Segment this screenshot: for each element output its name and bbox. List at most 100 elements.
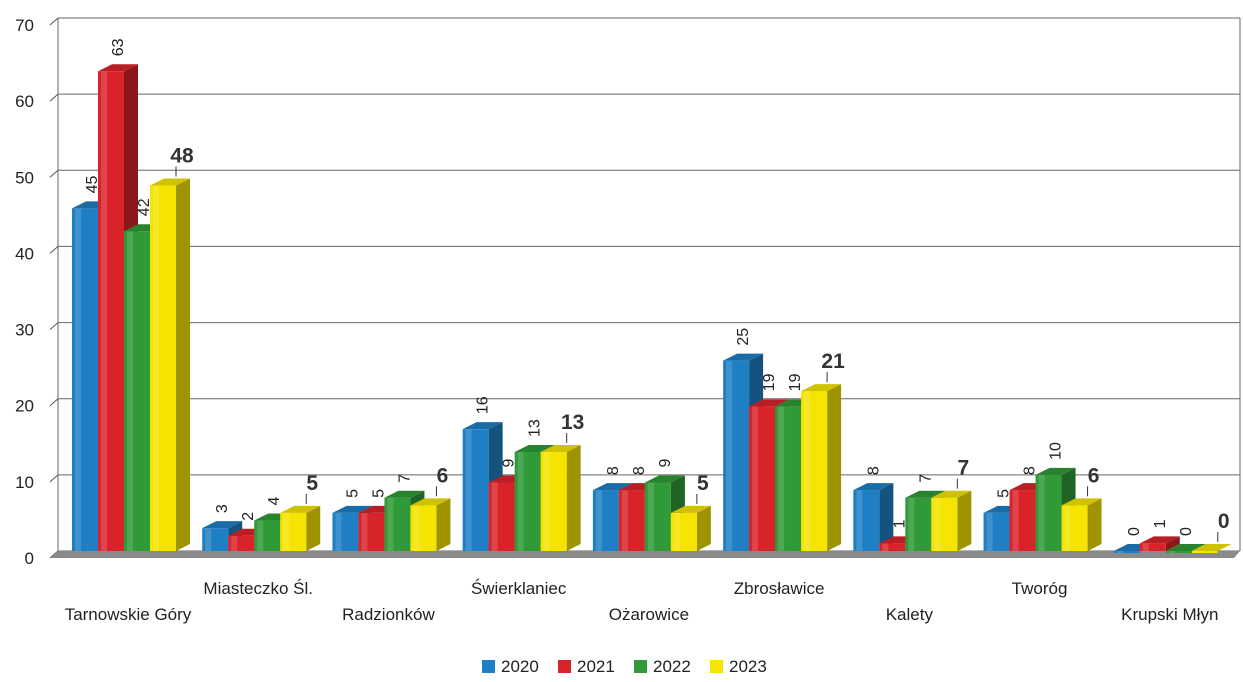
bar-highlight [257,520,264,551]
bar [801,384,842,551]
bar [540,445,581,551]
bar [1061,498,1102,551]
bar-highlight [127,231,133,551]
data-label: 10 [1048,442,1065,460]
bar-highlight [856,490,863,551]
bar-front [1139,543,1166,551]
bar-top [1061,498,1102,506]
y-tick-label: 40 [15,244,34,263]
bar-highlight [673,512,680,551]
bar-highlight [1038,474,1045,551]
legend-swatch [634,660,647,673]
data-label: 9 [501,458,518,467]
bar-highlight [778,406,785,551]
bar-side [696,505,711,551]
grid-line-side [49,93,59,102]
data-label: 21 [821,350,845,373]
legend: 2020 2021 2022 2023 [482,657,767,676]
data-label: 19 [787,373,804,391]
data-label: 13 [527,419,544,437]
data-label: 8 [865,466,882,475]
category-label: Tworóg [1012,579,1068,598]
bar [1139,536,1180,551]
bar-side [436,498,451,551]
bar-side [1165,536,1180,551]
data-label: 1 [1152,519,1169,528]
bar-highlight [517,452,524,551]
bar [931,490,972,551]
data-label: 0 [1126,527,1143,536]
bar-highlight [1168,551,1175,553]
legend-label: 2021 [577,657,615,676]
category-label: Kalety [886,605,934,624]
bar-highlight [1116,551,1123,553]
bar-top [202,521,243,529]
bar-top [931,490,972,498]
bar-top [384,490,425,498]
bar [410,498,451,551]
bar-side [176,178,190,551]
category-label: Zbrosławice [734,579,825,598]
grid-line-side [49,169,59,178]
bar-top [670,505,711,513]
bar-top [749,399,790,407]
bar-highlight [986,512,993,551]
grid-line-side [49,398,59,407]
data-label: 13 [561,411,584,434]
data-label: 0 [1218,510,1230,533]
bar-top [462,422,503,430]
y-tick-label: 50 [15,168,34,187]
bar-highlight [361,512,368,551]
bar-highlight [882,543,889,551]
bar-top [905,490,946,498]
y-axis-ticks: 0 10 20 30 40 50 60 70 [15,16,34,568]
bar-highlight [1012,490,1019,551]
bar-highlight [413,505,420,551]
bar-top [410,498,451,506]
category-label: Tarnowskie Góry [65,605,192,624]
data-label: 6 [1088,464,1100,487]
bar-highlight [621,490,628,551]
bar-highlight [752,406,759,551]
bar-top [1035,467,1076,475]
legend-item: 2021 [558,657,615,676]
data-label: 45 [84,175,101,193]
data-label: 9 [657,458,674,467]
bar [280,505,321,551]
data-label: 8 [605,466,622,475]
bar-highlight [465,429,472,551]
bar-side [306,505,321,551]
legend-label: 2023 [729,657,767,676]
bar-highlight [1142,543,1149,551]
bar-top [592,483,633,491]
data-label: 0 [1178,527,1195,536]
bar-highlight [726,360,733,551]
data-label: 8 [1022,466,1039,475]
bar-top [1165,544,1206,551]
data-label: 5 [306,472,318,495]
data-label: 25 [735,328,752,346]
data-label: 5 [344,489,361,498]
bars [72,64,1232,553]
category-label: Miasteczko Śl. [203,579,313,598]
bar-side [827,384,842,551]
y-tick-label: 70 [15,16,34,35]
bar-highlight [934,497,941,551]
bar-highlight [205,528,212,551]
grid-lines [49,17,1241,559]
bar-highlight [1064,505,1071,551]
category-label: Świerklaniec [471,579,567,598]
bar-top [1139,536,1180,544]
bar-highlight [491,482,498,551]
bar-top [540,445,581,453]
y-tick-label: 10 [15,473,34,492]
bar-front [1191,551,1218,553]
bar [670,505,711,551]
data-label: 5 [996,489,1013,498]
bar-top [332,505,373,513]
bar-top [150,178,190,186]
bar-highlight [804,391,811,551]
bar-front [1165,551,1192,553]
y-tick-label: 0 [25,549,34,568]
